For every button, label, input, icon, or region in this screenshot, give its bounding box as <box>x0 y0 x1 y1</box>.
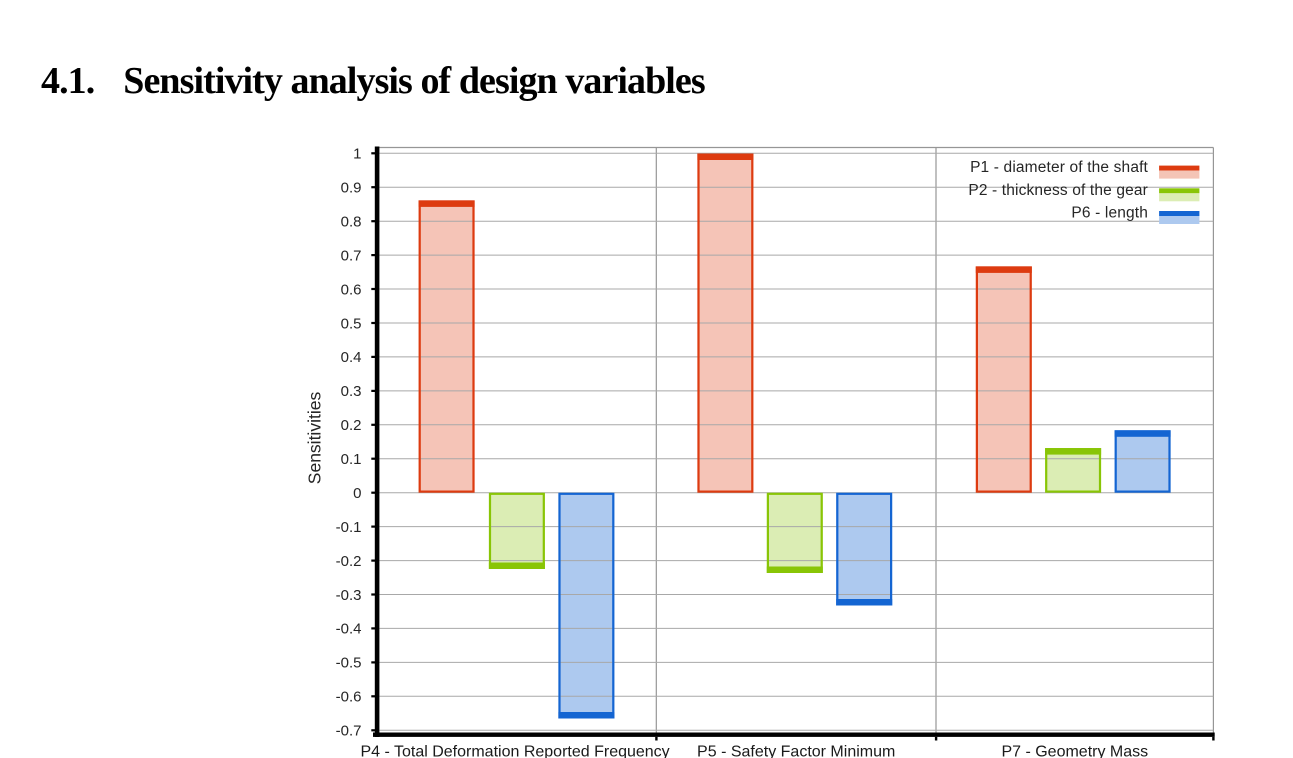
svg-text:0.8: 0.8 <box>341 214 362 231</box>
svg-text:Sensitivities: Sensitivities <box>305 392 325 485</box>
svg-text:P6 - length: P6 - length <box>1071 205 1148 222</box>
svg-text:P1 - diameter of the shaft: P1 - diameter of the shaft <box>970 159 1148 176</box>
svg-text:0.5: 0.5 <box>341 315 362 332</box>
svg-text:0: 0 <box>353 485 361 502</box>
svg-text:P4 - Total Deformation Reporte: P4 - Total Deformation Reported Frequenc… <box>360 744 669 758</box>
svg-text:0.4: 0.4 <box>341 349 362 366</box>
svg-text:-0.5: -0.5 <box>336 655 362 672</box>
svg-text:-0.4: -0.4 <box>336 621 362 638</box>
svg-text:1: 1 <box>353 146 361 163</box>
svg-text:-0.2: -0.2 <box>336 553 362 570</box>
svg-text:-0.7: -0.7 <box>336 723 362 740</box>
svg-text:0.9: 0.9 <box>341 180 362 197</box>
svg-text:0.2: 0.2 <box>341 417 362 434</box>
svg-text:-0.3: -0.3 <box>336 587 362 604</box>
svg-text:0.6: 0.6 <box>341 281 362 298</box>
svg-text:0.7: 0.7 <box>341 247 362 264</box>
svg-text:0.1: 0.1 <box>341 451 362 468</box>
svg-text:0.3: 0.3 <box>341 383 362 400</box>
svg-text:P2 - thickness of the gear: P2 - thickness of the gear <box>968 182 1148 199</box>
svg-text:P7 - Geometry Mass: P7 - Geometry Mass <box>1001 744 1148 758</box>
svg-text:P5 - Safety Factor Minimum: P5 - Safety Factor Minimum <box>697 744 895 758</box>
svg-text:-0.6: -0.6 <box>336 689 362 706</box>
svg-text:-0.1: -0.1 <box>336 519 362 536</box>
